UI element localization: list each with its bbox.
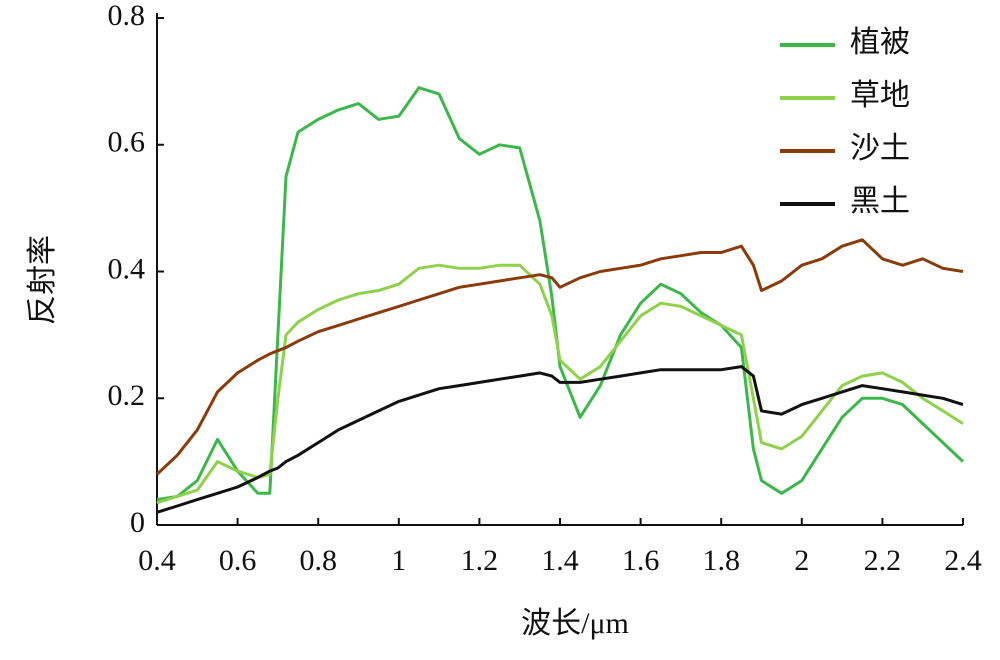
series-line xyxy=(155,238,964,476)
legend-label: 沙土 xyxy=(850,132,910,165)
y-axis-label: 反射率 xyxy=(26,235,59,325)
y-tick-label: 0.4 xyxy=(108,252,146,285)
x-tick-label: 2.4 xyxy=(944,544,982,577)
x-tick-label: 1 xyxy=(391,544,406,577)
series-line xyxy=(156,365,964,514)
legend-label: 黑土 xyxy=(850,185,910,218)
x-tick-label: 0.8 xyxy=(299,544,337,577)
x-tick-label: 1.6 xyxy=(622,544,660,577)
legend-label: 植被 xyxy=(850,26,910,59)
x-tick-label: 1.8 xyxy=(702,544,740,577)
y-tick-label: 0 xyxy=(130,506,145,539)
x-axis-label: 波长/μm xyxy=(521,607,629,640)
legend-label: 草地 xyxy=(850,79,910,112)
y-tick-label: 0.2 xyxy=(108,379,146,412)
x-tick-label: 0.6 xyxy=(219,544,257,577)
y-tick-label: 0.8 xyxy=(108,0,146,32)
x-tick-label: 1.4 xyxy=(541,544,579,577)
series-line xyxy=(156,263,964,505)
x-tick-label: 2.2 xyxy=(864,544,902,577)
y-tick-label: 0.6 xyxy=(108,126,146,159)
x-tick-label: 1.2 xyxy=(461,544,499,577)
series-line xyxy=(156,86,965,502)
x-tick-label: 0.4 xyxy=(138,544,176,577)
x-tick-label: 2 xyxy=(794,544,809,577)
